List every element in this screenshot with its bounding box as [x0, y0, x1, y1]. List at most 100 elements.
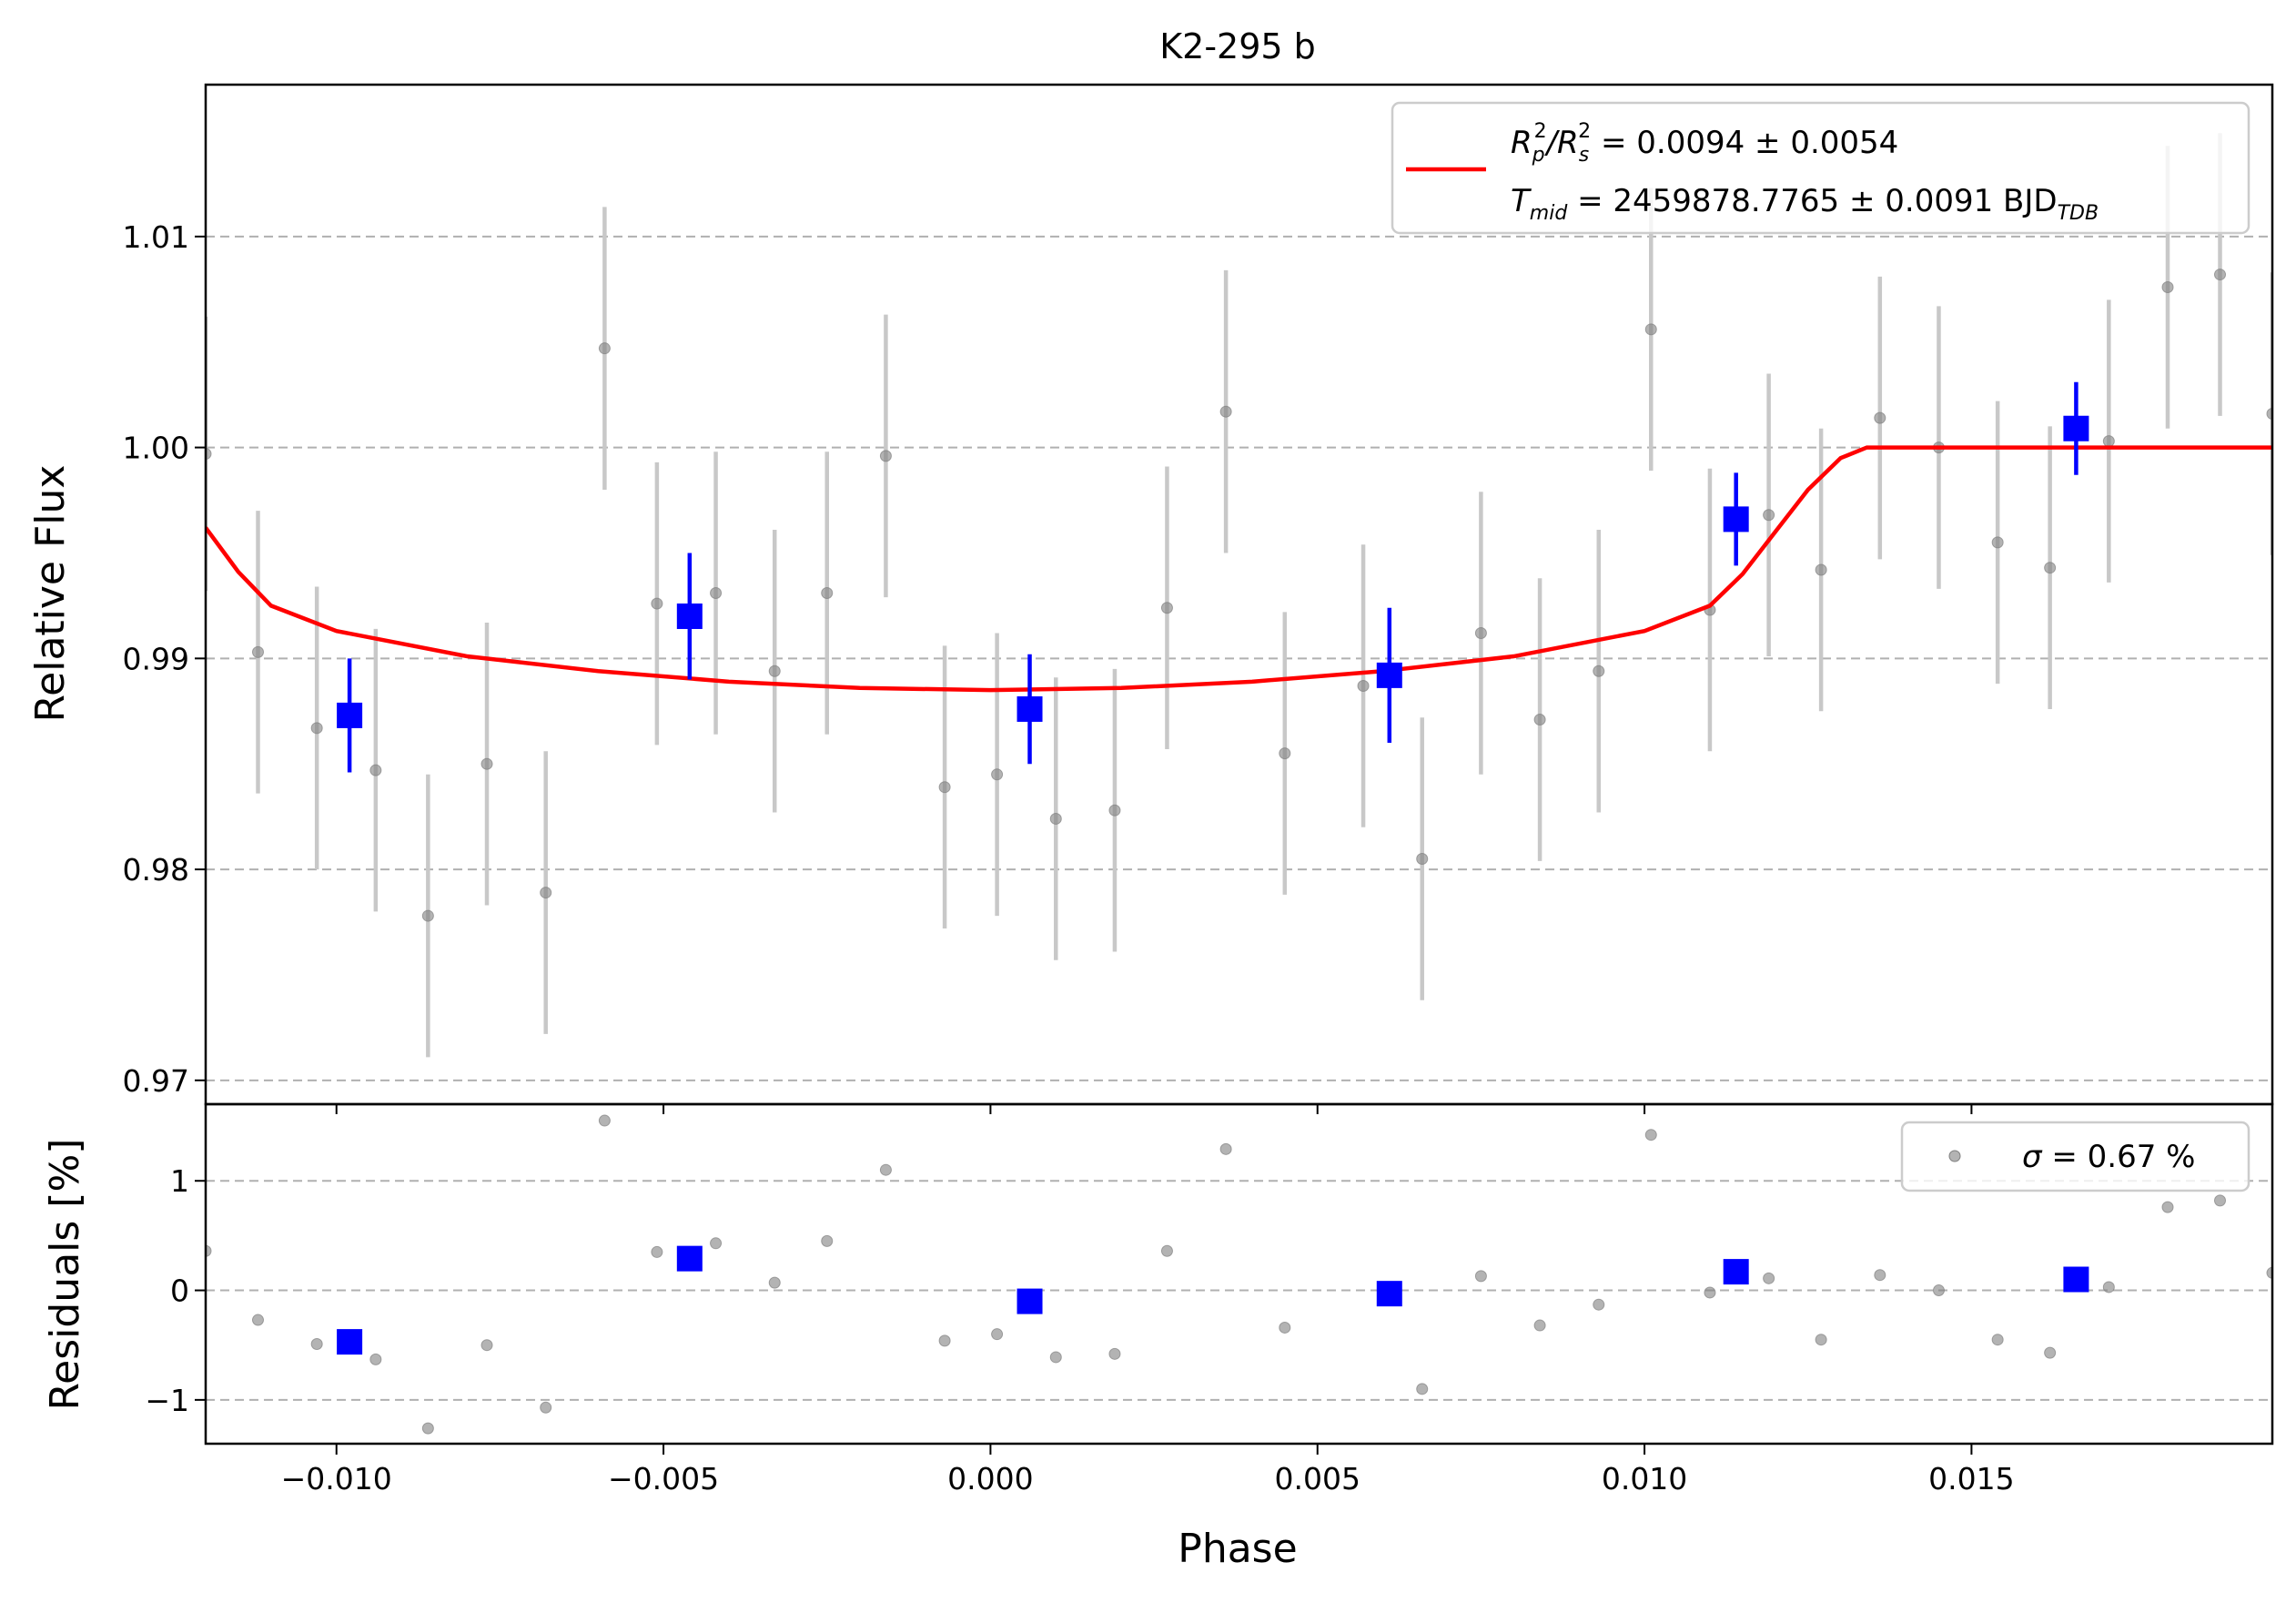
x-tick-label: 0.000 — [947, 1461, 1033, 1496]
binned-point — [1376, 662, 1402, 688]
residual-raw-point — [768, 1276, 781, 1289]
residual-raw-point — [206, 1244, 212, 1257]
raw-point — [710, 587, 723, 599]
raw-point — [768, 665, 781, 677]
residual-legend-label: σ = 0.67 % — [2022, 1139, 2195, 1175]
main-plot-area — [206, 133, 2272, 1058]
binned-point — [1723, 506, 1749, 533]
x-tick-label: 0.005 — [1274, 1461, 1360, 1496]
residual-binned-point — [1723, 1259, 1749, 1285]
raw-point — [821, 587, 834, 599]
legend-tmid-t: T — [1511, 183, 1532, 219]
main-y-tick-label: 0.97 — [123, 1063, 189, 1099]
x-tick-label: 0.015 — [1928, 1461, 2014, 1496]
residual-y-tick-label: −1 — [145, 1383, 189, 1418]
main-y-tick-label: 1.00 — [123, 431, 189, 466]
residual-legend: σ = 0.67 % — [1900, 1121, 2250, 1192]
transit-model-curve — [206, 445, 2272, 693]
raw-point — [2044, 562, 2057, 574]
main-y-axis-label: Relative Flux — [27, 465, 74, 723]
legend-tmid-label: Tmid = 2459878.7765 ± 0.0091 BJDTDB — [1511, 183, 2099, 225]
residual-raw-point — [480, 1339, 493, 1352]
chart-title: K2-295 b — [1159, 26, 1316, 66]
legend-tmid-unit-sub: TDB — [2058, 202, 2099, 225]
residual-axes-frame — [204, 1102, 2274, 1446]
main-y-tick-label: 0.99 — [123, 641, 189, 676]
residual-raw-point — [651, 1245, 663, 1258]
legend-depth-value: = 0.0094 ± 0.0054 — [1591, 125, 1898, 161]
residual-raw-point — [310, 1338, 323, 1351]
residual-y-tick-label: 1 — [170, 1163, 189, 1199]
residual-y-axis-label: Residuals [%] — [42, 1139, 88, 1411]
raw-point — [1219, 405, 1232, 418]
residual-raw-point — [1416, 1383, 1429, 1395]
legend-tmid-value: = 2459878.7765 ± 0.0091 BJD — [1567, 183, 2057, 219]
residual-raw-point — [598, 1114, 611, 1127]
residual-binned-point — [1017, 1288, 1043, 1314]
raw-point — [1763, 509, 1775, 522]
residual-plot-area — [206, 1114, 2272, 1435]
raw-point — [1991, 536, 2004, 549]
main-gridlines — [206, 235, 2272, 1081]
raw-point — [310, 722, 323, 735]
residual-raw-point — [1815, 1334, 1827, 1346]
residual-raw-point — [369, 1353, 382, 1365]
raw-point — [1874, 411, 1886, 424]
residual-raw-point — [1704, 1286, 1716, 1299]
raw-point — [2214, 269, 2227, 281]
residual-raw-point — [1474, 1270, 1487, 1283]
raw-point — [1049, 812, 1062, 825]
legend-depth-sup-b: 2 — [1578, 120, 1591, 143]
legend-depth-r: R — [1511, 125, 1532, 161]
legend-depth-sub-p: p — [1532, 144, 1545, 167]
legend-depth-sup-a: 2 — [1534, 120, 1547, 143]
residual-raw-point — [2161, 1201, 2174, 1213]
raw-point — [2161, 280, 2174, 293]
x-axis-label: Phase — [1178, 1526, 1297, 1572]
raw-point — [2266, 408, 2272, 421]
residual-raw-point — [421, 1422, 434, 1435]
raw-point — [1644, 323, 1657, 336]
residual-raw-point — [1533, 1319, 1546, 1332]
residual-legend-marker — [1948, 1150, 1961, 1162]
x-tick-label: 0.010 — [1602, 1461, 1687, 1496]
raw-point — [938, 781, 951, 794]
raw-point — [1160, 602, 1173, 614]
residual-raw-point — [2266, 1266, 2272, 1279]
raw-point — [1593, 665, 1605, 677]
residual-raw-point — [938, 1334, 951, 1347]
residual-raw-point — [1991, 1334, 2004, 1346]
residual-raw-point — [991, 1328, 1004, 1341]
residual-binned-point — [676, 1245, 703, 1272]
residual-y-tick-label: 0 — [170, 1273, 189, 1309]
raw-point — [540, 887, 552, 899]
raw-point — [1474, 627, 1487, 640]
residual-legend-box — [1900, 1121, 2250, 1192]
raw-point — [1416, 852, 1429, 865]
residual-raw-point — [2214, 1194, 2227, 1207]
main-axes-frame — [204, 83, 2274, 1106]
binned-point — [1017, 695, 1043, 722]
residual-raw-point — [251, 1314, 264, 1326]
raw-point — [879, 450, 892, 462]
raw-point — [1279, 747, 1291, 760]
main-y-tick-label: 0.98 — [123, 852, 189, 888]
main-y-tick-label: 1.01 — [123, 219, 189, 255]
residual-raw-point — [1160, 1244, 1173, 1257]
residual-raw-point — [1644, 1129, 1657, 1141]
legend-depth-sub-s: s — [1579, 144, 1589, 167]
residual-gridlines — [206, 1180, 2272, 1401]
residual-binned-point — [2063, 1266, 2089, 1293]
residual-raw-point — [1932, 1284, 1945, 1297]
binned-point — [2063, 415, 2089, 441]
residual-raw-point — [1593, 1298, 1605, 1311]
raw-point — [651, 597, 663, 610]
residual-raw-point — [2102, 1281, 2115, 1294]
main-legend-box — [1391, 101, 2250, 235]
residual-raw-point — [1219, 1142, 1232, 1155]
binned-point — [676, 603, 703, 629]
raw-point — [1533, 714, 1546, 726]
residual-raw-point — [710, 1237, 723, 1250]
raw-point — [598, 342, 611, 355]
